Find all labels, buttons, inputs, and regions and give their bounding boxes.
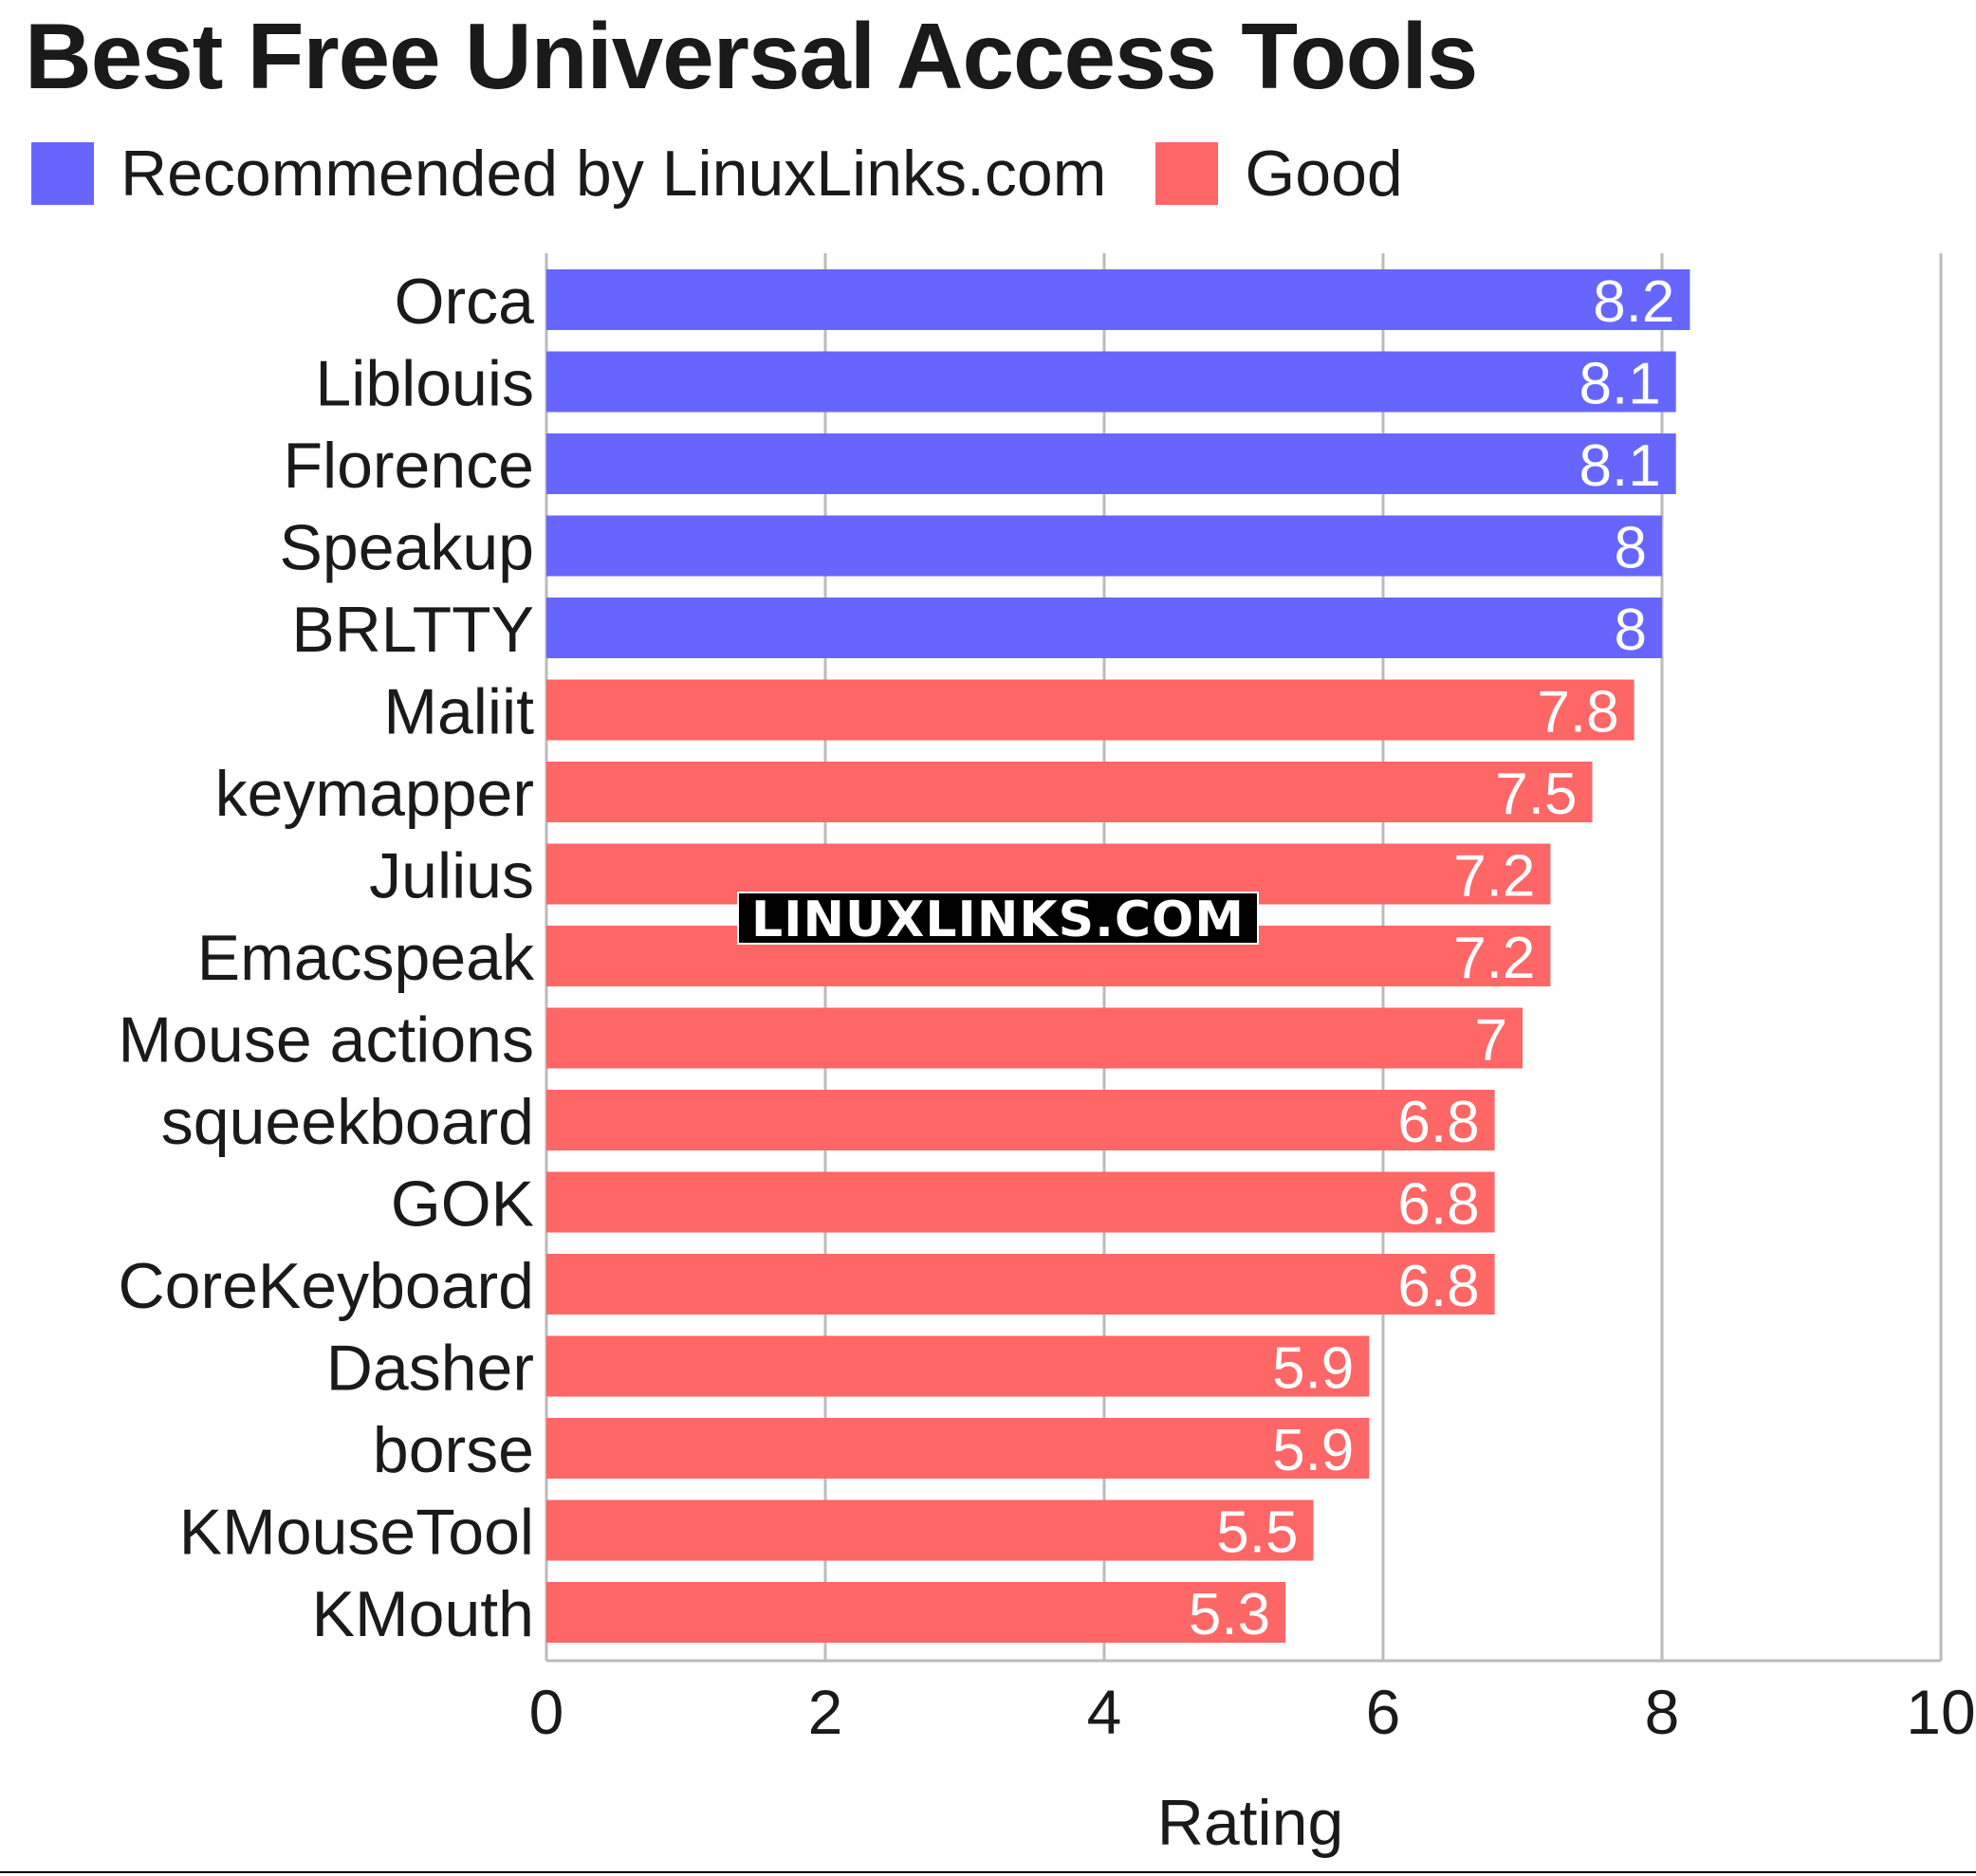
bar	[546, 1499, 1314, 1561]
bar	[546, 1171, 1495, 1233]
bar-value-label: 8.1	[1579, 352, 1660, 417]
bar	[546, 515, 1662, 577]
bar	[546, 1090, 1495, 1150]
bar-value-label: 8	[1615, 516, 1647, 581]
x-tick-label: 6	[1366, 1677, 1401, 1747]
bar	[546, 1254, 1495, 1315]
legend-item-recommended: Recommended by LinuxLinks.com	[31, 137, 1106, 211]
bar	[546, 679, 1634, 741]
category-label: keymapper	[215, 758, 534, 830]
x-tick-label: 4	[1087, 1677, 1122, 1747]
bars: 8.2 8.1 8.1 8 8 7.8 7.5 7.2 7.2 7 6.8 6.8 6.8 5.9 5.9 5…	[546, 269, 1690, 1647]
chart-legend: Recommended by LinuxLinks.com Good	[31, 136, 1452, 212]
category-label: Dasher	[326, 1333, 534, 1405]
bar-value-label: 7.5	[1495, 762, 1577, 827]
bar-value-label: 5.3	[1189, 1582, 1270, 1647]
category-label: Orca	[395, 266, 535, 338]
watermark: LINUXLINKS.COM	[737, 892, 1259, 947]
bar-value-label: 5.9	[1272, 1418, 1354, 1483]
x-axis-ticks: 0 2 4 6 8 10	[529, 1677, 1976, 1747]
bar	[546, 433, 1676, 494]
category-label: Speakup	[280, 512, 534, 584]
legend-item-good: Good	[1155, 137, 1403, 211]
bottom-rule	[0, 1871, 1976, 1873]
bar-value-label: 5.5	[1216, 1500, 1298, 1566]
x-tick-label: 10	[1906, 1677, 1975, 1747]
category-label: borse	[373, 1414, 534, 1486]
x-tick-label: 2	[808, 1677, 843, 1747]
bar	[546, 598, 1662, 658]
x-axis-title: Rating	[1157, 1787, 1344, 1859]
bar-value-label: 8.2	[1593, 269, 1674, 335]
chart-title: Best Free Universal Access Tools	[25, 4, 1478, 108]
category-label: Julius	[369, 840, 534, 912]
bar	[546, 1582, 1286, 1643]
bar-value-label: 6.8	[1397, 1090, 1479, 1155]
category-label: Emacspeak	[197, 922, 535, 994]
category-label: KMouseTool	[179, 1497, 534, 1569]
category-label: CoreKeyboard	[119, 1250, 534, 1322]
bar	[546, 269, 1690, 330]
bar	[546, 1007, 1523, 1069]
bar	[546, 1335, 1370, 1397]
legend-label-recommended: Recommended by LinuxLinks.com	[120, 138, 1107, 210]
category-label: Mouse actions	[119, 1004, 534, 1076]
bar	[546, 1418, 1370, 1479]
category-label: BRLTTY	[291, 594, 534, 666]
bar-value-label: 8.1	[1579, 433, 1660, 499]
category-label: Maliit	[383, 676, 534, 748]
x-tick-label: 8	[1645, 1677, 1680, 1747]
bar-value-label: 7.8	[1537, 680, 1618, 745]
category-label: Liblouis	[315, 348, 534, 420]
bar-value-label: 6.8	[1397, 1254, 1479, 1319]
bar-value-label: 7.2	[1453, 844, 1535, 910]
legend-label-good: Good	[1245, 138, 1403, 210]
bar-value-label: 8	[1615, 598, 1647, 663]
bar-value-label: 7.2	[1453, 926, 1535, 991]
category-label: Florence	[283, 430, 534, 502]
category-label: GOK	[391, 1168, 534, 1241]
legend-swatch-good	[1155, 142, 1219, 205]
category-label: KMouth	[312, 1578, 534, 1650]
category-labels: Orca Liblouis Florence Speakup BRLTTY Maliit k…	[119, 266, 535, 1650]
bar-value-label: 7	[1475, 1008, 1507, 1074]
x-tick-label: 0	[529, 1677, 564, 1747]
bar	[546, 351, 1676, 413]
category-label: squeekboard	[161, 1086, 534, 1158]
legend-swatch-recommended	[31, 142, 94, 205]
bar-value-label: 5.9	[1272, 1336, 1354, 1402]
bar-value-label: 6.8	[1397, 1172, 1479, 1238]
bar	[546, 762, 1593, 822]
